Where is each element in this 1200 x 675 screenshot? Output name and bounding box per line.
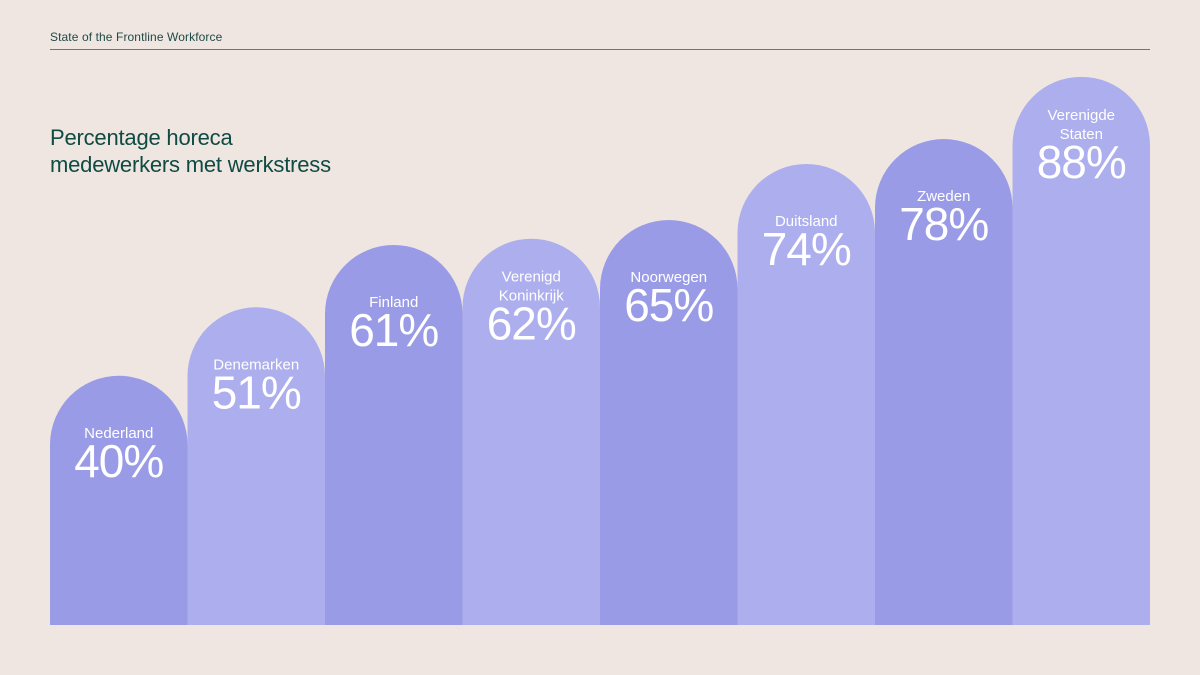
bar-duitsland	[737, 163, 875, 626]
value-label-duitsland: 74%	[762, 223, 851, 275]
report-header: State of the Frontline Workforce	[50, 30, 223, 44]
category-label-nederland: Nederland	[84, 425, 153, 442]
category-label-verenigd-koninkrijk-line-1: Verenigd	[502, 269, 561, 286]
bar-denemarken	[187, 307, 325, 625]
header-divider	[50, 49, 1150, 50]
bar-noorwegen	[600, 220, 738, 625]
value-label-zweden: 78%	[899, 198, 988, 250]
chart-title-line-2: medewerkers met werkstress	[50, 152, 331, 177]
category-label-verenigd-koninkrijk-line-2: Koninkrijk	[499, 288, 565, 305]
bar-nederland	[50, 375, 188, 625]
bar-finland	[325, 244, 463, 625]
value-label-nederland: 40%	[74, 435, 163, 487]
category-label-finland: Finland	[369, 294, 418, 311]
value-label-noorwegen: 65%	[624, 279, 713, 331]
chart-title-line-1: Percentage horeca	[50, 125, 233, 150]
value-label-verenigd-koninkrijk: 62%	[487, 298, 576, 350]
category-label-duitsland: Duitsland	[775, 213, 838, 230]
bar-verenigde-staten	[1012, 76, 1150, 625]
value-label-denemarken: 51%	[212, 366, 301, 418]
category-label-denemarken: Denemarken	[213, 356, 299, 373]
value-label-finland: 61%	[349, 304, 438, 356]
bar-verenigd-koninkrijk	[462, 238, 600, 626]
category-label-noorwegen: Noorwegen	[630, 269, 707, 286]
category-label-zweden: Zweden	[917, 188, 970, 205]
bar-zweden	[875, 139, 1013, 626]
category-label-verenigde-staten-line-1: Verenigde	[1047, 107, 1115, 124]
category-label-verenigde-staten-line-2: Staten	[1060, 126, 1103, 143]
chart-title: Percentage horeca medewerkers met werkst…	[50, 124, 331, 178]
value-label-verenigde-staten: 88%	[1037, 136, 1126, 188]
